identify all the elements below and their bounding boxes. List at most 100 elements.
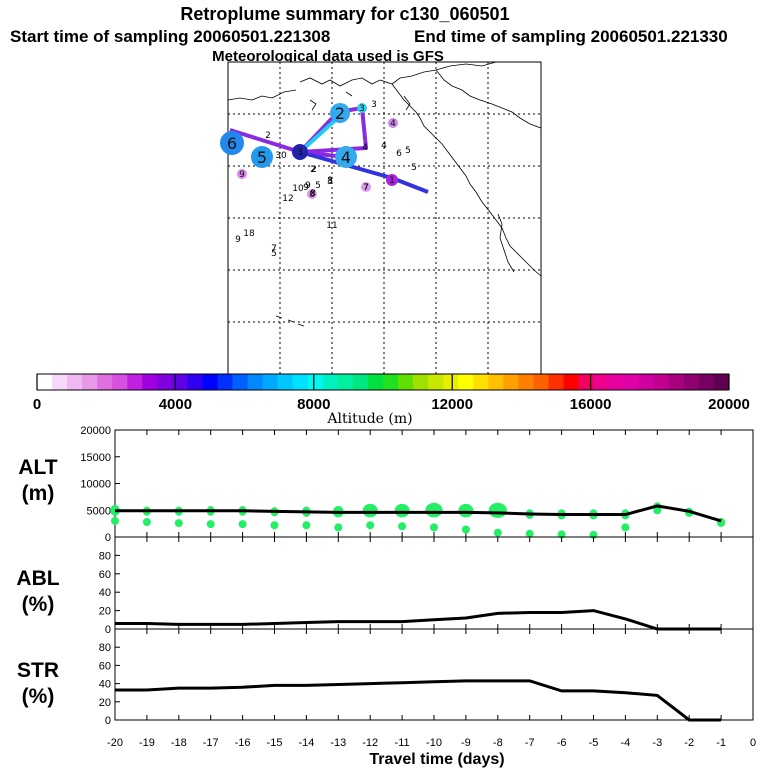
colorbar-swatch [277,374,294,390]
x-tick-label: -4 [621,737,631,749]
x-tick-label: -15 [267,737,283,749]
colorbar-swatch [653,374,670,390]
y-tick-label: 40 [99,587,111,599]
x-tick-label: -12 [362,737,378,749]
y-tick-label: 20000 [80,425,111,437]
y-tick-label: 60 [99,569,111,581]
panel-title: ABL [16,567,59,590]
series-line [115,609,722,631]
trajectory-day-label: 8 [327,176,333,186]
figure-title: Retroplume summary for c130_060501 [180,4,509,24]
plume-lower-dot [493,528,502,537]
trajectory-day-label: 11 [326,221,337,231]
colorbar-swatch [473,374,489,390]
colorbar-swatch [503,374,519,390]
y-tick-label: 10000 [80,479,111,491]
colorbar-tick-label: 0 [33,396,41,413]
trajectory-marker-label: 4 [390,119,396,129]
plume-lower-dot [206,520,215,529]
trajectory-day-label: 6 [396,149,402,159]
colorbar-swatch [623,374,640,390]
colorbar-swatch [82,374,98,390]
colorbar-swatch [698,374,715,390]
panel-alt: 0 5000 10000 15000 20000 ALT (m) [18,425,754,544]
trajectory-marker [388,118,398,128]
plume-lower-dot [270,521,279,530]
colorbar-swatch [413,374,429,390]
y-tick-label: 5000 [87,505,111,517]
y-tick-label: 15000 [80,452,111,464]
trajectory-day-label: 2 [310,165,316,175]
y-tick-label: 80 [99,550,111,562]
colorbar-swatch [322,374,339,390]
plume-blob [394,503,410,518]
y-tick-label: 40 [99,679,111,691]
trajectory-marker [335,146,357,168]
plume-blob [488,502,507,518]
colorbar-swatch [52,374,68,390]
trajectory-day-label: 2 [311,165,317,175]
x-tick-label: -18 [171,737,187,749]
plume-lower-dot [334,523,343,532]
trajectory-marker [251,146,273,168]
trajectory-day-label: 5 [411,163,417,173]
plume-lower-dot [557,530,566,539]
series-line [115,504,722,523]
colorbar-swatch [337,374,354,390]
colorbar-swatch [112,374,128,390]
colorbar-swatch [668,374,685,390]
trajectory-day-label: 3 [371,100,377,110]
trajectory-day-label: 5 [271,249,277,259]
trajectory-day-label: 9 [303,183,309,193]
trajectory-day-label: 7 [363,183,369,193]
panel-abl: 0 20 40 60 80 ABL (%) [16,536,754,636]
plume-lower-dot [653,506,662,515]
x-tick-label: -6 [557,737,567,749]
trajectory-marker-label: 3 [359,104,365,114]
trajectory-marker [386,174,398,186]
trajectory-marker-label: 4 [341,148,351,167]
panel-unit: (%) [22,685,55,708]
plume-lower-dot [174,519,183,528]
trajectory-marker-label: 1 [389,176,395,186]
colorbar-swatch [127,374,143,390]
colorbar-swatch [563,374,579,390]
plume-blob [425,502,443,518]
colorbar-swatch [217,374,233,390]
start-time-label: Start time of sampling 20060501.221308 [10,27,330,46]
x-tick-label: -13 [330,737,346,749]
trajectory-day-label: 9 [235,235,241,245]
end-time-label: End time of sampling 20060501.221330 [414,27,728,46]
trajectory-day-label: 8 [310,189,316,199]
plume-lower-dot [238,520,247,529]
trajectory-marker-label: 3 [297,148,303,158]
colorbar-swatch [172,374,188,390]
plume-blob [458,503,474,518]
colorbar-swatch [593,374,610,390]
y-tick-label: 20 [99,697,111,709]
trajectory-marker [307,189,317,199]
trajectory-day-label: 2 [265,131,271,141]
colorbar-swatch [518,374,534,390]
colorbar-swatch [608,374,625,390]
colorbar-swatch [97,374,113,390]
plume-lower-dot [366,521,375,530]
colorbar-tick-label: 20000 [708,396,750,413]
colorbar-swatch [638,374,655,390]
x-tick-label: -9 [461,737,471,749]
trajectory-marker [361,182,371,192]
colorbar-swatch [67,374,83,390]
colorbar-swatch [533,374,549,390]
colorbar-swatch [292,374,309,390]
colorbar-tick-labels: 0 4000 8000 12000 16000 20000 [33,374,750,413]
plume-lower-dot [398,522,407,531]
trajectory-path [298,114,342,154]
x-tick-label: -7 [525,737,535,749]
plume-lower-dot [142,518,151,527]
colorbar-swatch [398,374,414,390]
y-tick-label: 0 [105,532,111,544]
trajectory-day-label: 18 [243,229,255,239]
